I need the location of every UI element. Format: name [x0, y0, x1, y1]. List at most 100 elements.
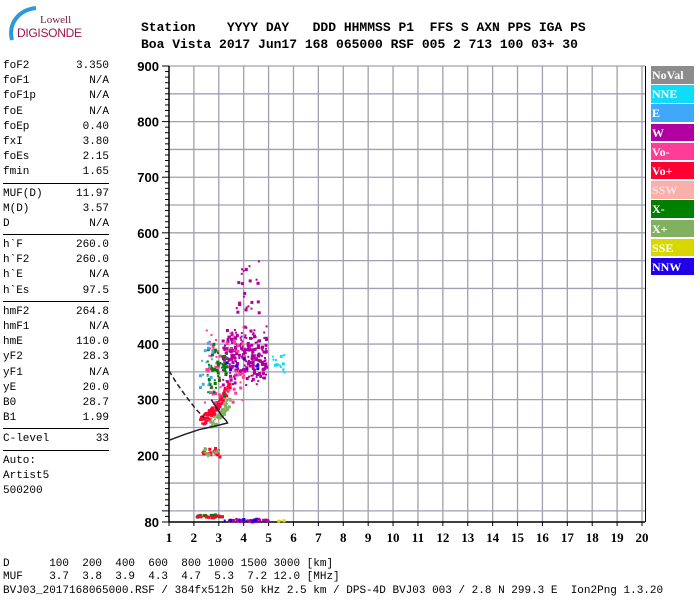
echo-point	[203, 422, 206, 426]
echo-point	[209, 347, 212, 350]
legend-item-noval: NoVal	[651, 66, 694, 84]
echo-point	[210, 411, 214, 414]
y-tick-label: 900	[137, 59, 159, 74]
echo-point	[247, 360, 251, 364]
echo-point	[250, 519, 253, 522]
echo-point	[235, 331, 237, 334]
echo-point	[282, 354, 285, 357]
echo-point	[231, 331, 234, 334]
echo-point	[213, 379, 216, 382]
echo-point	[214, 423, 218, 427]
echo-point	[207, 346, 211, 350]
echo-point	[252, 356, 256, 360]
echo-point	[240, 342, 242, 345]
echo-point	[282, 519, 286, 523]
echo-point	[251, 360, 255, 364]
echo-point	[221, 355, 224, 358]
echo-point	[251, 380, 254, 382]
echo-point	[236, 349, 240, 353]
echo-point	[242, 344, 245, 347]
echo-point	[219, 410, 223, 414]
echo-point	[202, 514, 205, 517]
echo-point	[242, 357, 246, 361]
param-row: foEs 2.15	[3, 150, 109, 165]
echo-point	[212, 342, 216, 346]
echo-point	[229, 371, 232, 374]
param-value: 3.80	[82, 135, 109, 148]
legend-item-e: E	[651, 104, 694, 122]
echo-point	[207, 515, 211, 519]
divider	[3, 182, 109, 184]
echo-point	[219, 386, 222, 389]
echo-point	[208, 381, 211, 383]
echo-point	[243, 291, 247, 295]
param-value: 260.0	[75, 239, 109, 252]
param-row: hmE 110.0	[3, 335, 109, 350]
echo-point	[243, 325, 247, 329]
echo-point	[272, 358, 275, 361]
echo-point	[254, 336, 257, 339]
echo-point	[225, 349, 228, 352]
param-value: 97.5	[82, 284, 109, 297]
param-name: B0	[3, 396, 17, 409]
echo-point	[245, 360, 248, 363]
echo-point	[227, 405, 231, 409]
echo-point	[236, 344, 240, 348]
echo-point	[225, 361, 229, 365]
echo-point	[264, 357, 266, 359]
echo-point	[237, 281, 241, 285]
param-name: hmF1	[3, 321, 30, 333]
echo-point	[235, 334, 239, 337]
x-tick-label: 2	[191, 530, 198, 545]
echo-point	[216, 350, 220, 354]
echo-point	[204, 420, 208, 424]
echo-point	[256, 300, 260, 304]
echo-point	[217, 377, 221, 381]
echo-point	[208, 447, 212, 451]
y-tick-label: 300	[137, 393, 159, 408]
echo-point	[216, 360, 220, 364]
echo-point	[204, 401, 206, 404]
echo-point	[245, 336, 248, 339]
echo-point	[225, 329, 229, 332]
echo-point	[241, 375, 245, 379]
legend-item-sse: SSE	[651, 238, 694, 257]
echo-point	[241, 371, 245, 375]
echo-point	[203, 412, 207, 416]
echo-point	[203, 451, 206, 454]
echo-point	[212, 410, 216, 414]
param-value: 110.0	[75, 336, 109, 349]
echo-point	[257, 260, 260, 263]
echo-point	[226, 358, 228, 361]
echo-point	[224, 371, 228, 375]
echo-point	[257, 311, 261, 315]
echo-point	[221, 383, 225, 387]
logo-line2: DIGISONDE	[17, 26, 82, 40]
echo-point	[244, 308, 248, 312]
param-name: D	[3, 217, 10, 230]
echo-point	[215, 453, 219, 457]
param-row: foF1p N/A	[3, 89, 109, 104]
echo-point	[201, 359, 204, 362]
echo-point	[278, 364, 281, 367]
echo-point	[251, 348, 255, 352]
param-row: MUF(D) 11.97	[3, 187, 109, 202]
legend-item-vo+: Vo+	[651, 161, 694, 180]
param-value: N/A	[89, 75, 109, 88]
echo-point	[223, 411, 226, 415]
echo-point	[215, 415, 219, 419]
divider	[3, 234, 109, 236]
echo-point	[216, 365, 220, 369]
echo-point	[215, 403, 219, 407]
echo-point	[265, 325, 268, 328]
echo-point	[214, 515, 217, 518]
echo-point	[229, 335, 231, 338]
echo-point	[241, 349, 244, 352]
echo-point	[213, 418, 216, 421]
echo-point	[238, 519, 241, 522]
echo-point	[209, 386, 212, 389]
echo-point	[222, 346, 226, 350]
echo-point	[211, 412, 214, 416]
echo-point	[253, 347, 257, 351]
echo-point	[208, 367, 212, 371]
